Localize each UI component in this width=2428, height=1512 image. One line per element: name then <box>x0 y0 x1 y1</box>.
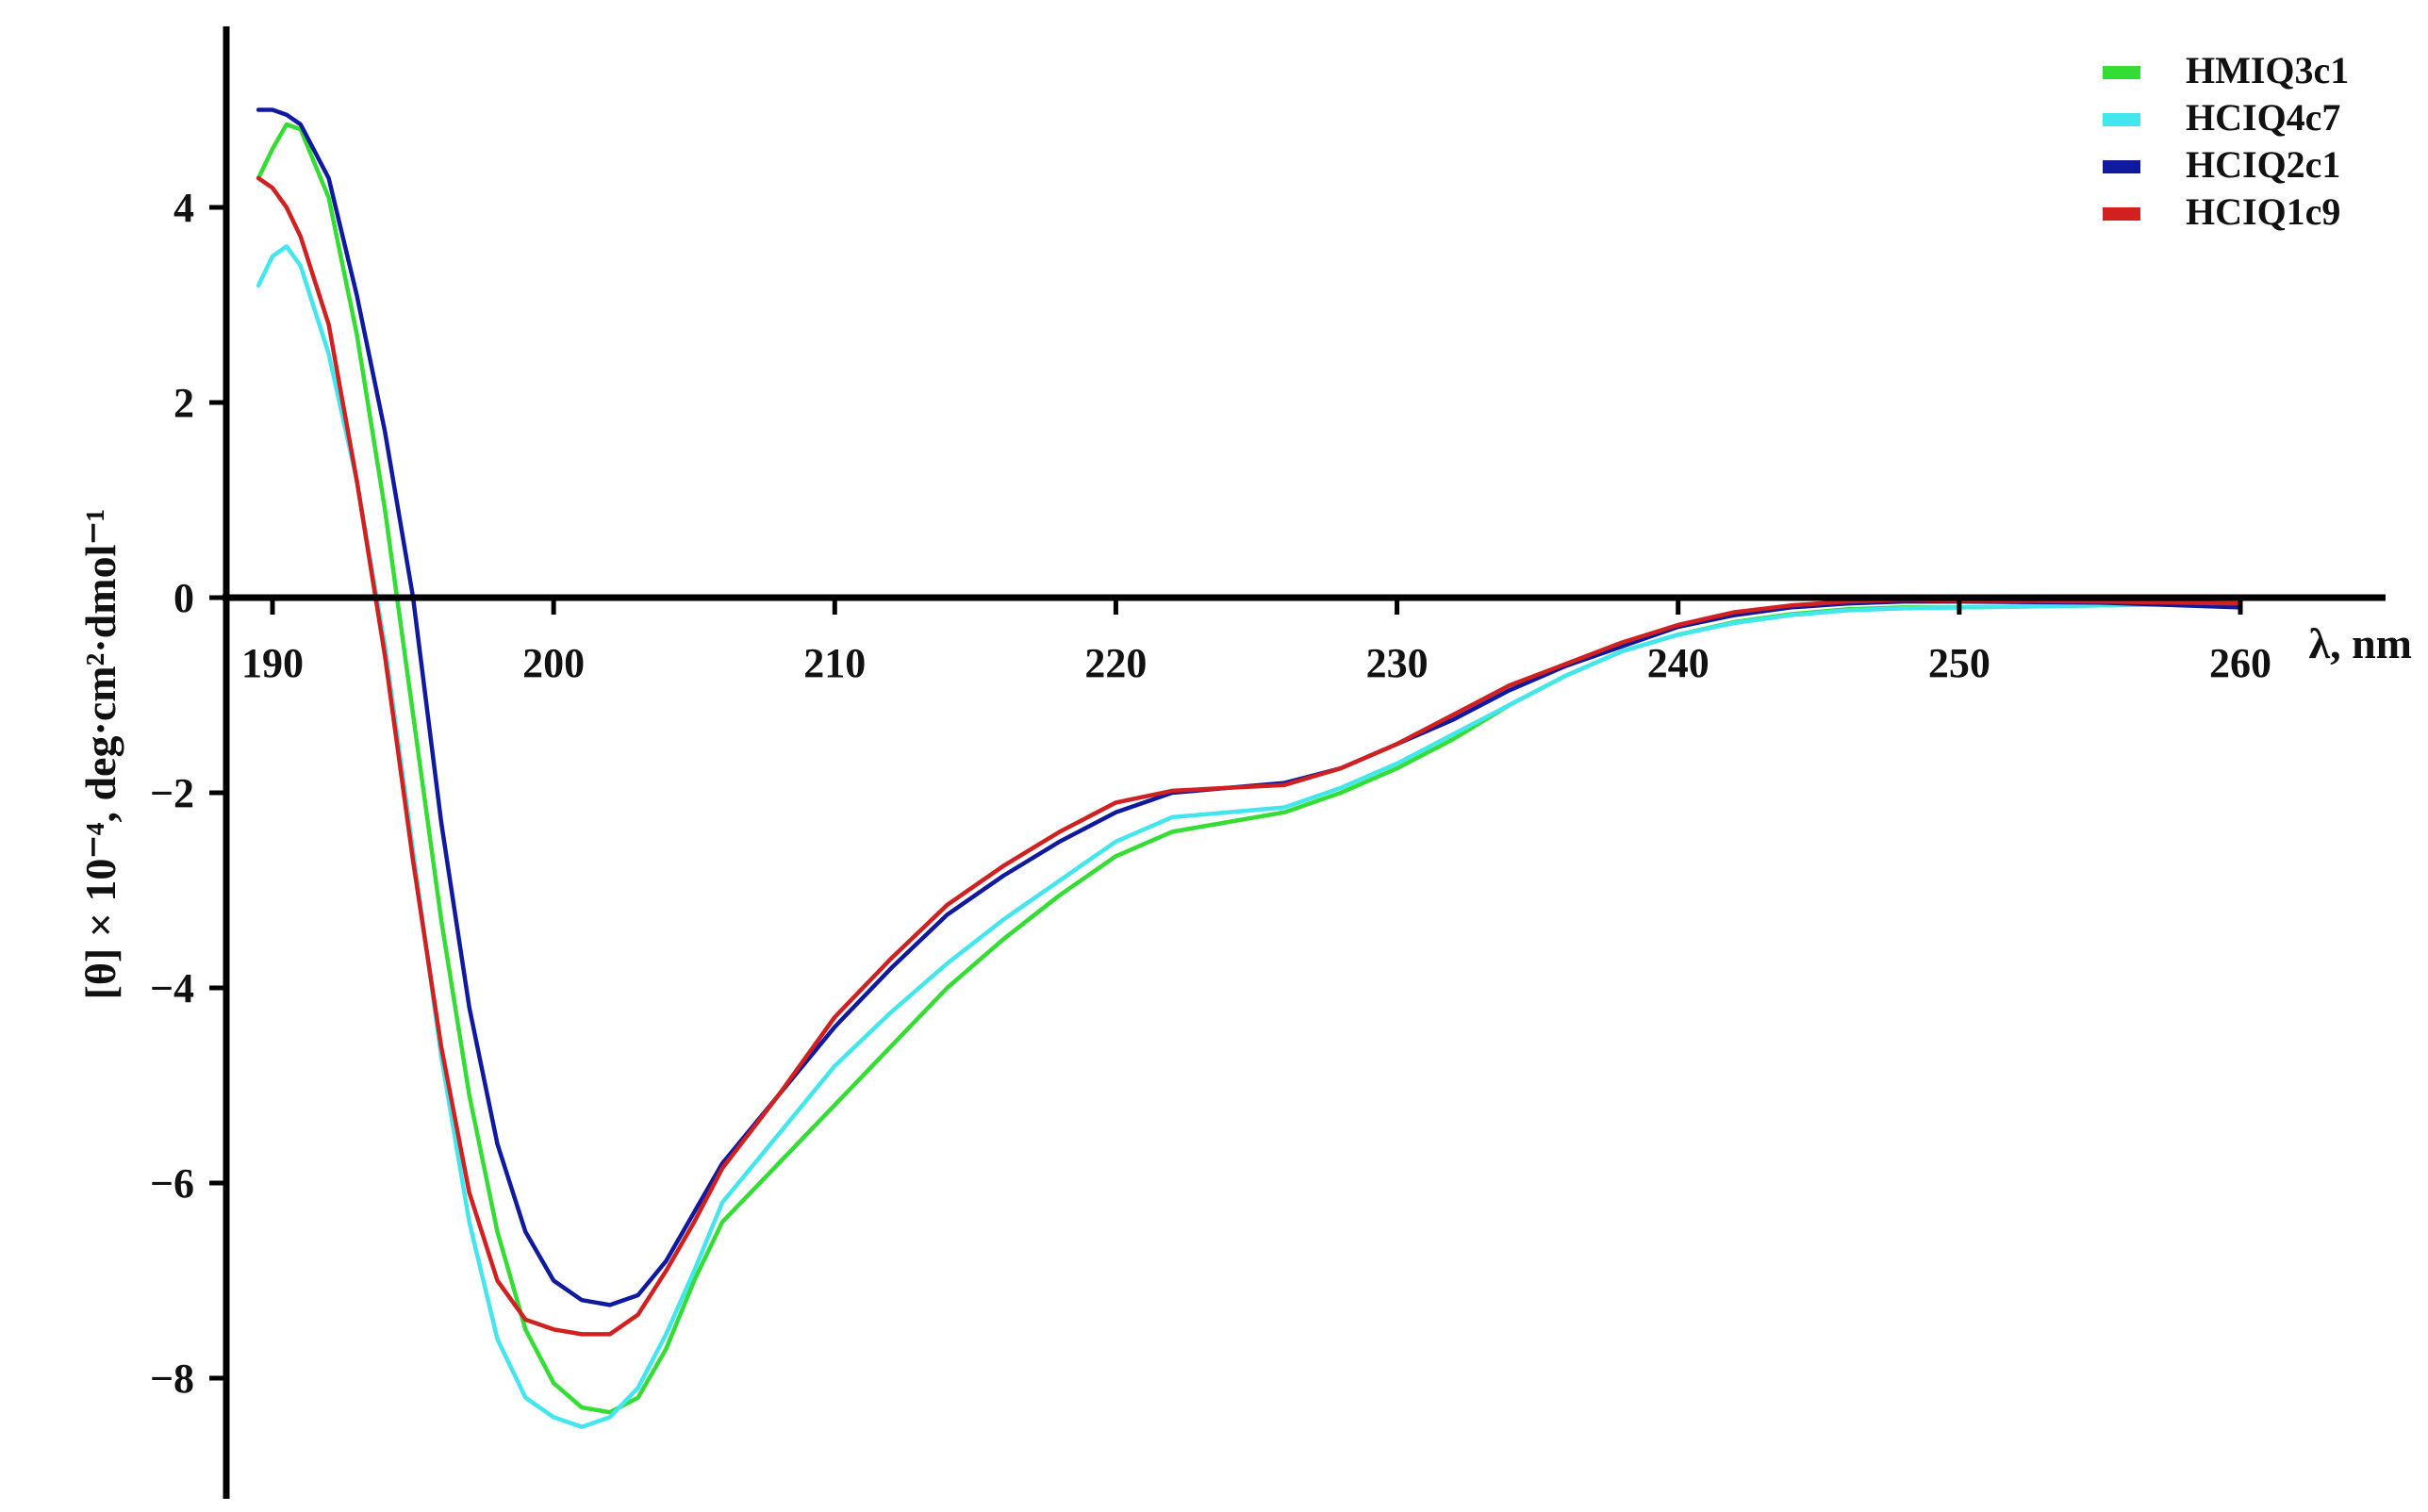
legend-label: HCIQ1c9 <box>2186 190 2340 233</box>
x-tick-label: 220 <box>1084 640 1147 686</box>
y-tick-label: −6 <box>150 1160 194 1207</box>
y-tick-label: −2 <box>150 770 194 816</box>
legend-label: HCIQ4c7 <box>2186 96 2340 139</box>
y-tick-label: 4 <box>173 185 194 231</box>
y-tick-label: 0 <box>173 575 194 621</box>
x-tick-label: 210 <box>803 640 866 686</box>
x-axis-label: λ, nm <box>2309 619 2413 667</box>
legend-swatch <box>2103 160 2140 173</box>
x-tick-label: 230 <box>1366 640 1429 686</box>
x-tick-label: 200 <box>522 640 585 686</box>
x-tick-label: 240 <box>1647 640 1710 686</box>
y-axis-label: [θ] × 10⁻⁴, deg·cm²·dmol⁻¹ <box>76 509 124 1000</box>
legend-swatch <box>2103 207 2140 221</box>
x-tick-label: 190 <box>241 640 304 686</box>
y-tick-label: −4 <box>150 965 194 1011</box>
legend-swatch <box>2103 66 2140 79</box>
x-tick-label: 260 <box>2209 640 2271 686</box>
x-tick-label: 250 <box>1928 640 1990 686</box>
series-line-hmiq3c1 <box>256 122 2243 1415</box>
series-line-hciq2c1 <box>256 107 2243 1307</box>
legend-swatch <box>2103 113 2140 126</box>
y-tick-label: 2 <box>173 380 194 426</box>
series-line-hciq1c9 <box>256 175 2243 1337</box>
series-layer <box>256 107 2243 1430</box>
legend-label: HMIQ3c1 <box>2186 49 2349 91</box>
tick-layer: 4 2 0 −2 −4 −6 −8 190 200 210 220 230 240 250 260 <box>150 185 2271 1402</box>
series-line-hciq4c7 <box>256 244 2243 1430</box>
y-tick-label: −8 <box>150 1356 194 1402</box>
legend-label: HCIQ2c1 <box>2186 143 2340 186</box>
